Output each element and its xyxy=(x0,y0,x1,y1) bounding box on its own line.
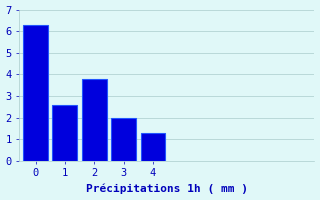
Bar xyxy=(52,105,77,161)
X-axis label: Précipitations 1h ( mm ): Précipitations 1h ( mm ) xyxy=(86,184,248,194)
Bar xyxy=(23,25,48,161)
Bar xyxy=(111,118,136,161)
Bar xyxy=(140,133,165,161)
Bar xyxy=(82,79,107,161)
